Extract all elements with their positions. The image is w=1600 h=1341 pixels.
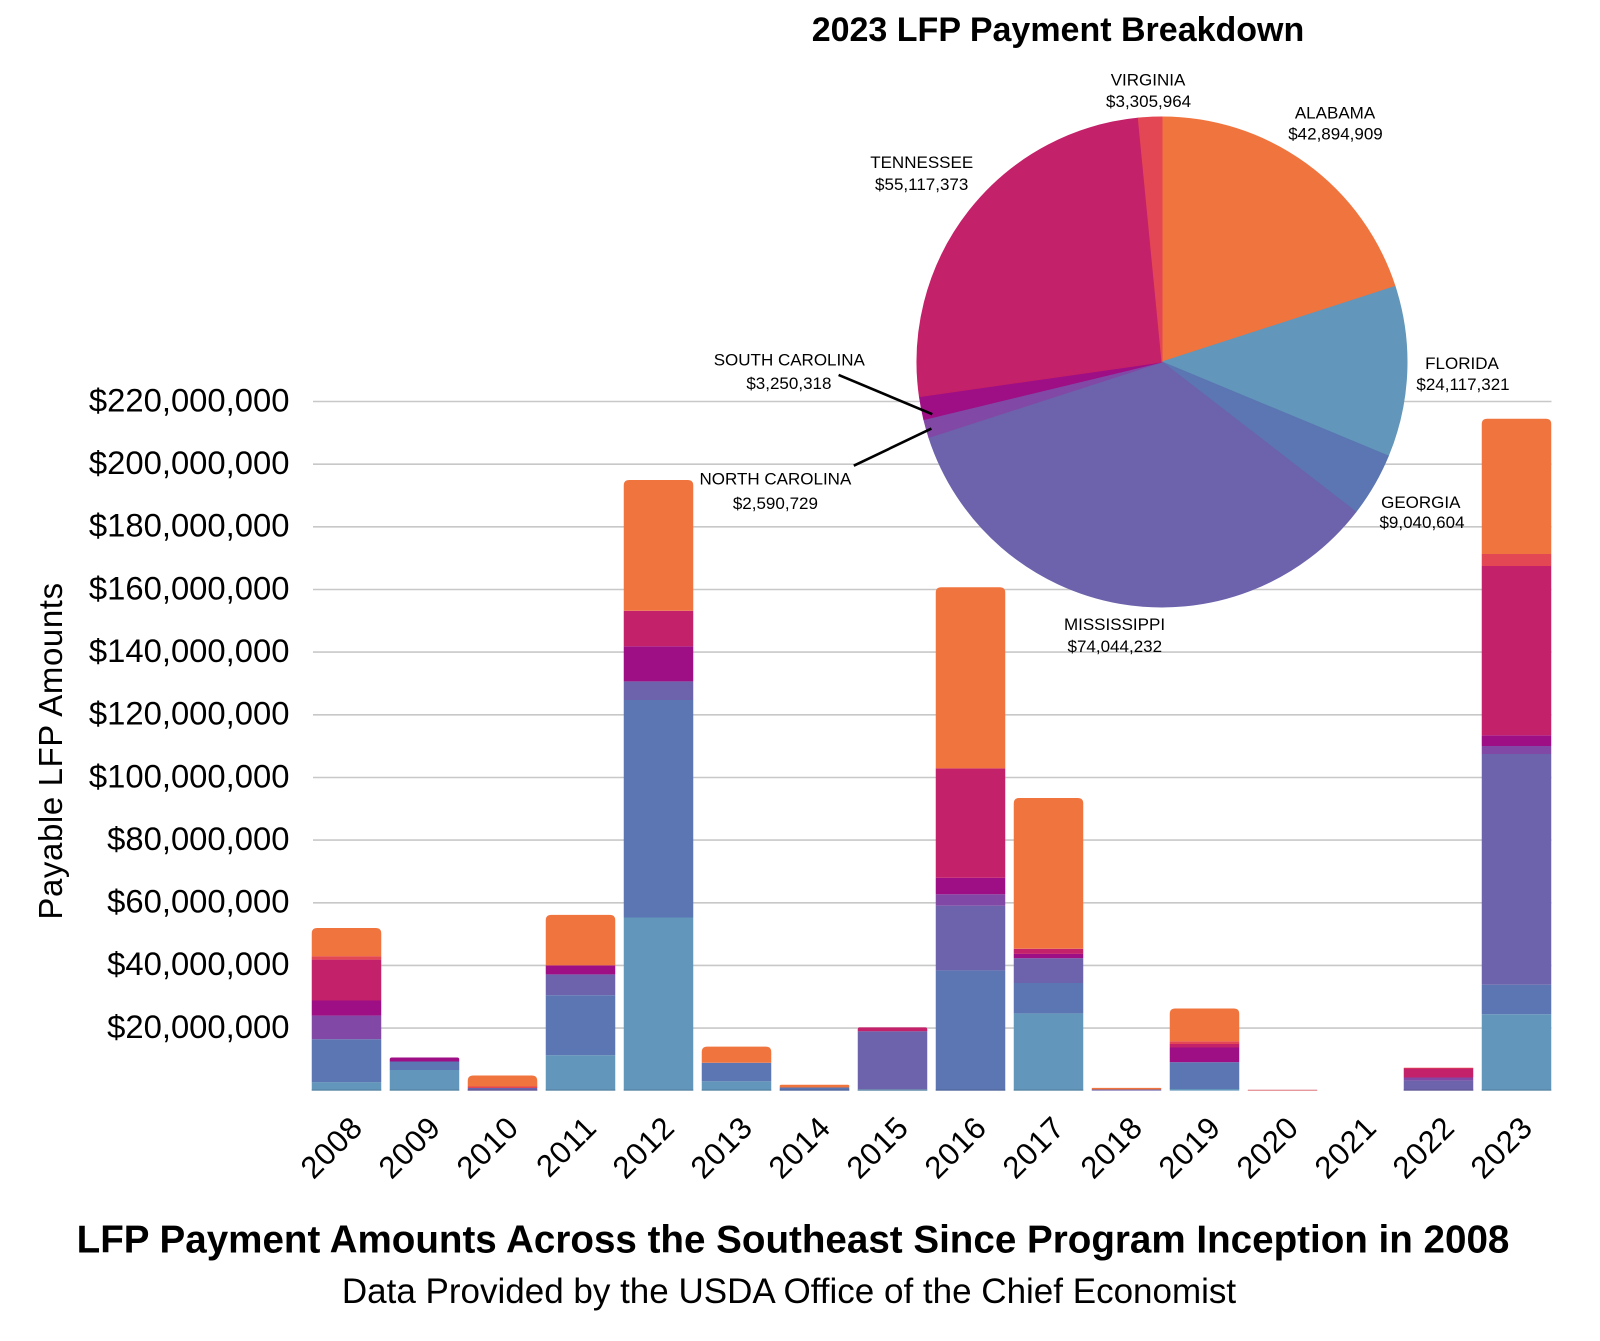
svg-text:$160,000,000: $160,000,000: [89, 569, 290, 606]
svg-text:NORTH CAROLINA: NORTH CAROLINA: [700, 469, 852, 488]
svg-text:$120,000,000: $120,000,000: [89, 695, 290, 732]
svg-text:$9,040,604: $9,040,604: [1379, 513, 1464, 532]
svg-text:$3,250,318: $3,250,318: [746, 374, 831, 393]
svg-text:$42,894,909: $42,894,909: [1288, 125, 1383, 144]
svg-text:$180,000,000: $180,000,000: [89, 507, 290, 544]
svg-text:$3,305,964: $3,305,964: [1106, 92, 1191, 111]
svg-text:GEORGIA: GEORGIA: [1381, 493, 1461, 512]
svg-text:VIRGINIA: VIRGINIA: [1111, 70, 1186, 89]
svg-text:$80,000,000: $80,000,000: [107, 820, 289, 857]
svg-text:TENNESSEE: TENNESSEE: [870, 153, 973, 172]
svg-text:FLORIDA: FLORIDA: [1425, 354, 1499, 373]
svg-text:ALABAMA: ALABAMA: [1295, 104, 1376, 123]
svg-text:$2,590,729: $2,590,729: [733, 494, 818, 513]
svg-text:$55,117,373: $55,117,373: [875, 175, 968, 194]
svg-text:$140,000,000: $140,000,000: [89, 632, 290, 669]
svg-text:Payable LFP Amounts: Payable LFP Amounts: [32, 582, 69, 919]
svg-text:$220,000,000: $220,000,000: [89, 381, 290, 418]
svg-text:$74,044,232: $74,044,232: [1068, 637, 1163, 656]
svg-text:$60,000,000: $60,000,000: [107, 883, 289, 920]
svg-text:$200,000,000: $200,000,000: [89, 444, 290, 481]
svg-text:MISSISSIPPI: MISSISSIPPI: [1064, 615, 1165, 634]
svg-text:Data Provided by the USDA Offi: Data Provided by the USDA Office of the …: [342, 1272, 1237, 1311]
svg-text:LFP Payment Amounts Across the: LFP Payment Amounts Across the Southeast…: [77, 1219, 1510, 1262]
svg-text:$24,117,321: $24,117,321: [1416, 375, 1509, 394]
svg-text:$100,000,000: $100,000,000: [89, 757, 290, 794]
svg-text:2023 LFP Payment Breakdown: 2023 LFP Payment Breakdown: [812, 11, 1305, 49]
svg-text:$20,000,000: $20,000,000: [107, 1008, 289, 1045]
svg-text:$40,000,000: $40,000,000: [107, 945, 289, 982]
svg-text:SOUTH CAROLINA: SOUTH CAROLINA: [714, 350, 866, 369]
